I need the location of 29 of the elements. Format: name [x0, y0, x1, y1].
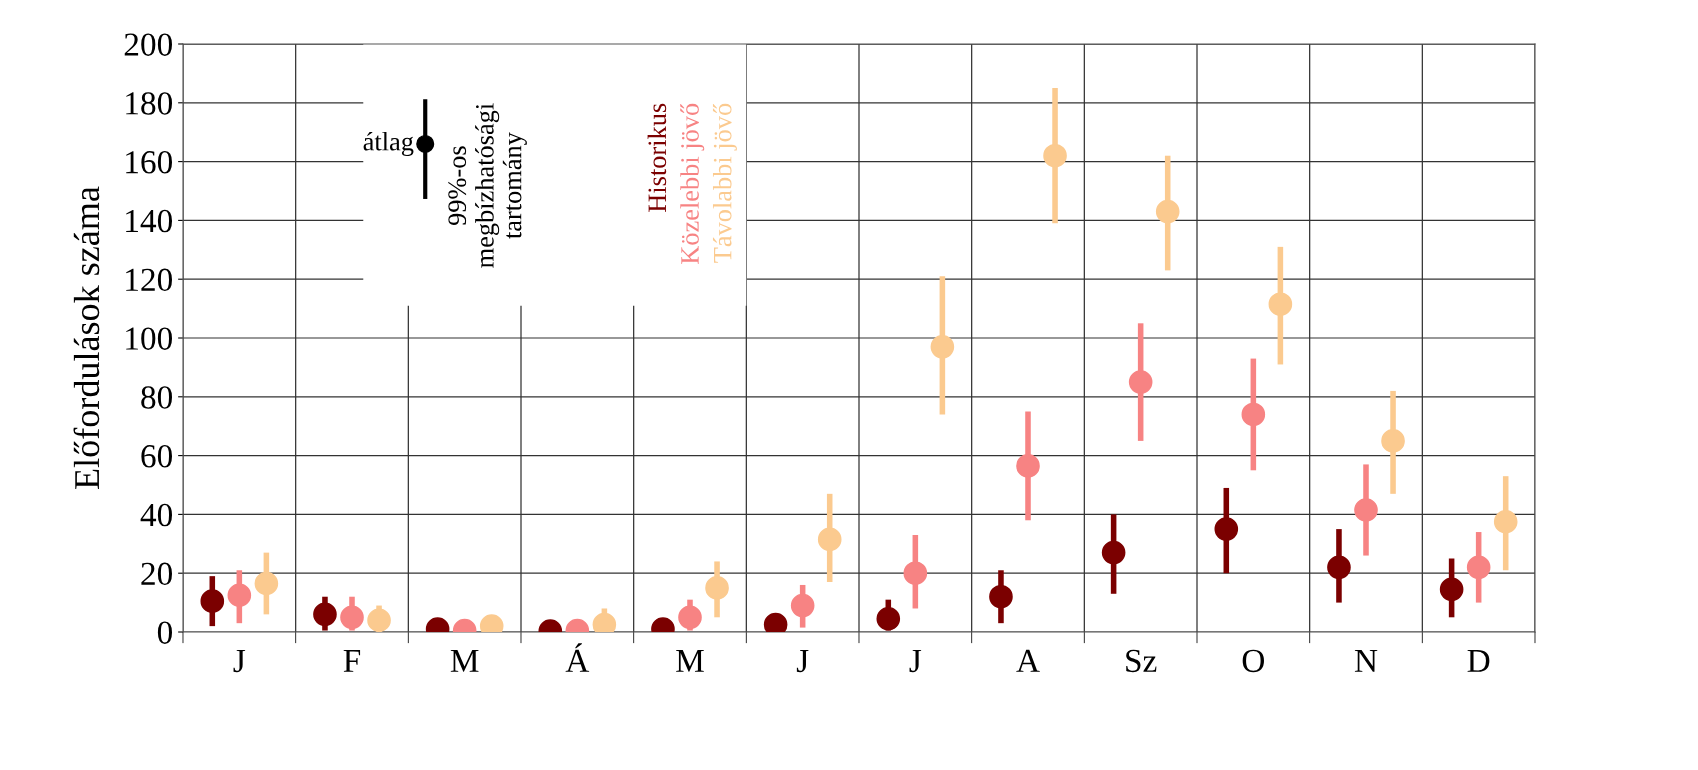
- x-tick-label: Á: [565, 643, 590, 672]
- text: Közelebbi jövő: [680, 103, 705, 264]
- annotation: átlag: [363, 131, 414, 156]
- x-tick-label: F: [343, 649, 361, 672]
- x-tick-label: N: [1354, 649, 1378, 672]
- y-tick-label: 20: [141, 562, 173, 586]
- y-tick-label: 60: [141, 445, 173, 468]
- x-tick-label: M: [450, 649, 479, 672]
- text: Távolabbi jövő: [712, 103, 737, 263]
- text: Historikus: [647, 103, 667, 212]
- x-tick-label: Sz: [1126, 649, 1157, 673]
- y-tick-label: 100: [126, 327, 173, 350]
- y-axis-title: Előfordulások száma: [73, 186, 100, 489]
- y-tick-label: 160: [126, 151, 173, 174]
- x-tick-label: J: [909, 649, 922, 673]
- y-tick-label: 120: [126, 268, 173, 292]
- y-tick-label: 180: [126, 92, 173, 115]
- y-tick-label: 140: [126, 209, 173, 233]
- y-tick-label: 40: [140, 503, 173, 527]
- x-tick-label: A: [1016, 649, 1040, 672]
- y-tick-label: 200: [124, 33, 173, 56]
- x-tick-label: J: [796, 649, 809, 673]
- x-tick-label: M: [676, 649, 704, 672]
- annotation: 99%-os megbízhatósági tartomány: [448, 103, 527, 268]
- x-tick-label: O: [1242, 649, 1264, 673]
- x-tick-label: D: [1467, 649, 1490, 672]
- x-tick-label: J: [233, 649, 246, 673]
- y-tick-label: 80: [141, 386, 173, 409]
- y-tick-label: 0: [157, 621, 173, 644]
